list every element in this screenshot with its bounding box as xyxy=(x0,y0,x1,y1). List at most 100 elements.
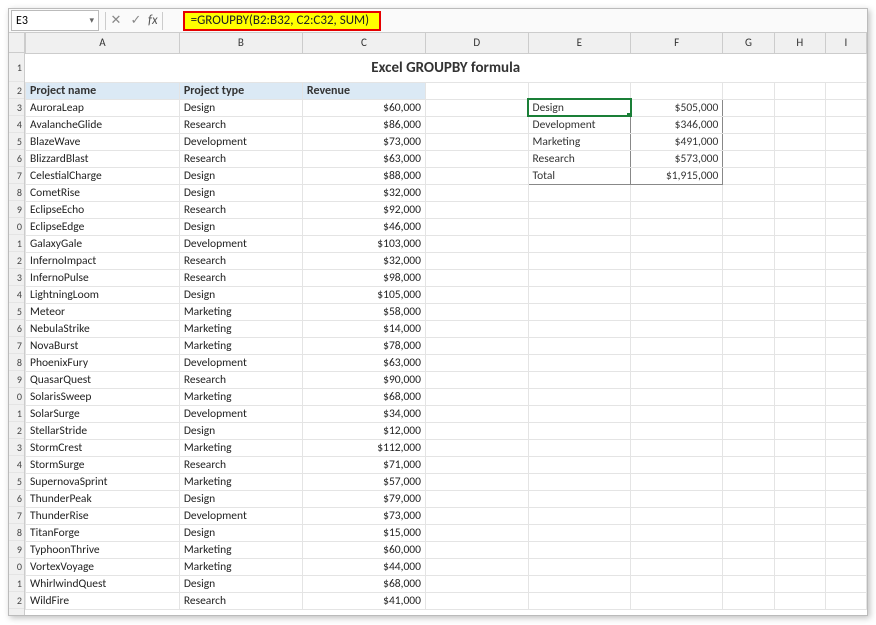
cell[interactable] xyxy=(774,592,825,609)
cell-project-type[interactable]: Development xyxy=(179,405,302,422)
cell[interactable] xyxy=(825,201,866,218)
cell[interactable] xyxy=(825,507,866,524)
cell[interactable] xyxy=(425,235,528,252)
cell-project-name[interactable]: SolarisSweep xyxy=(26,388,180,405)
cell-project-name[interactable]: InfernoPulse xyxy=(26,269,180,286)
cell[interactable] xyxy=(528,456,631,473)
cell[interactable] xyxy=(825,558,866,575)
cell-project-name[interactable]: Meteor xyxy=(26,303,180,320)
cell[interactable] xyxy=(825,150,866,167)
cell[interactable] xyxy=(425,82,528,99)
cell-revenue[interactable]: $44,000 xyxy=(302,558,425,575)
cell[interactable] xyxy=(723,82,774,99)
cell[interactable] xyxy=(425,201,528,218)
cell[interactable] xyxy=(774,252,825,269)
summary-value[interactable]: $491,000 xyxy=(631,133,723,150)
cell[interactable] xyxy=(528,388,631,405)
cell[interactable] xyxy=(425,252,528,269)
cell[interactable] xyxy=(425,422,528,439)
cell[interactable] xyxy=(528,286,631,303)
cell[interactable] xyxy=(425,116,528,133)
cell-revenue[interactable]: $57,000 xyxy=(302,473,425,490)
cell[interactable] xyxy=(825,320,866,337)
cell[interactable] xyxy=(528,439,631,456)
cell-project-type[interactable]: Research xyxy=(179,116,302,133)
table-header[interactable]: Project type xyxy=(179,82,302,99)
column-header[interactable]: A xyxy=(26,33,180,53)
row-header[interactable]: 1 xyxy=(9,53,24,82)
cell[interactable] xyxy=(774,218,825,235)
column-header[interactable]: F xyxy=(631,33,723,53)
cell[interactable] xyxy=(774,507,825,524)
cell-project-type[interactable]: Design xyxy=(179,575,302,592)
cell[interactable] xyxy=(631,235,723,252)
cell-revenue[interactable]: $88,000 xyxy=(302,167,425,184)
cell-project-type[interactable]: Design xyxy=(179,524,302,541)
cell[interactable] xyxy=(774,116,825,133)
cell-project-type[interactable]: Design xyxy=(179,218,302,235)
cell[interactable] xyxy=(825,133,866,150)
cell[interactable] xyxy=(723,286,774,303)
cell[interactable] xyxy=(774,388,825,405)
cell-revenue[interactable]: $79,000 xyxy=(302,490,425,507)
cell-project-name[interactable]: StellarStride xyxy=(26,422,180,439)
cell[interactable] xyxy=(825,456,866,473)
cell[interactable] xyxy=(825,252,866,269)
cell[interactable] xyxy=(774,167,825,184)
cell[interactable] xyxy=(425,473,528,490)
cell-revenue[interactable]: $60,000 xyxy=(302,541,425,558)
cell[interactable] xyxy=(825,592,866,609)
row-header[interactable]: 7 xyxy=(9,507,24,524)
cell[interactable] xyxy=(723,541,774,558)
row-header[interactable]: 6 xyxy=(9,490,24,507)
cell-project-name[interactable]: BlizzardBlast xyxy=(26,150,180,167)
cell[interactable] xyxy=(528,592,631,609)
cell-revenue[interactable]: $63,000 xyxy=(302,354,425,371)
row-header[interactable]: 0 xyxy=(9,388,24,405)
cell[interactable] xyxy=(825,541,866,558)
row-header[interactable]: 5 xyxy=(9,133,24,150)
row-header[interactable]: 5 xyxy=(9,473,24,490)
cell[interactable] xyxy=(425,405,528,422)
column-header[interactable]: D xyxy=(425,33,528,53)
cell[interactable] xyxy=(631,490,723,507)
cell[interactable] xyxy=(774,150,825,167)
row-header[interactable]: 8 xyxy=(9,354,24,371)
cell-project-name[interactable]: WildFire xyxy=(26,592,180,609)
cell-revenue[interactable]: $63,000 xyxy=(302,150,425,167)
cell[interactable] xyxy=(774,82,825,99)
row-header[interactable]: 2 xyxy=(9,592,24,609)
cell-project-type[interactable]: Development xyxy=(179,507,302,524)
summary-value[interactable]: $346,000 xyxy=(631,116,723,133)
cell[interactable] xyxy=(631,456,723,473)
cell[interactable] xyxy=(425,133,528,150)
cell-project-type[interactable]: Marketing xyxy=(179,303,302,320)
cell-revenue[interactable]: $14,000 xyxy=(302,320,425,337)
row-header[interactable]: 7 xyxy=(9,167,24,184)
cell-project-name[interactable]: GalaxyGale xyxy=(26,235,180,252)
row-header[interactable]: 2 xyxy=(9,252,24,269)
cell[interactable] xyxy=(425,303,528,320)
row-header[interactable]: 1 xyxy=(9,405,24,422)
cell[interactable] xyxy=(425,337,528,354)
select-all-corner[interactable] xyxy=(9,33,24,53)
cell[interactable] xyxy=(825,371,866,388)
cell[interactable] xyxy=(631,354,723,371)
cell[interactable] xyxy=(723,150,774,167)
cell[interactable] xyxy=(774,354,825,371)
cell[interactable] xyxy=(825,490,866,507)
cell[interactable] xyxy=(723,252,774,269)
cell[interactable] xyxy=(723,371,774,388)
cell[interactable] xyxy=(774,558,825,575)
row-header[interactable]: 3 xyxy=(9,99,24,116)
cell-project-type[interactable]: Design xyxy=(179,99,302,116)
cell-project-type[interactable]: Development xyxy=(179,354,302,371)
cell-project-name[interactable]: AvalancheGlide xyxy=(26,116,180,133)
cell[interactable] xyxy=(528,218,631,235)
cell-revenue[interactable]: $60,000 xyxy=(302,99,425,116)
cell[interactable] xyxy=(774,439,825,456)
fill-handle[interactable] xyxy=(627,113,631,117)
cell-project-name[interactable]: AuroraLeap xyxy=(26,99,180,116)
cell[interactable] xyxy=(631,201,723,218)
row-header[interactable]: 2 xyxy=(9,82,24,99)
